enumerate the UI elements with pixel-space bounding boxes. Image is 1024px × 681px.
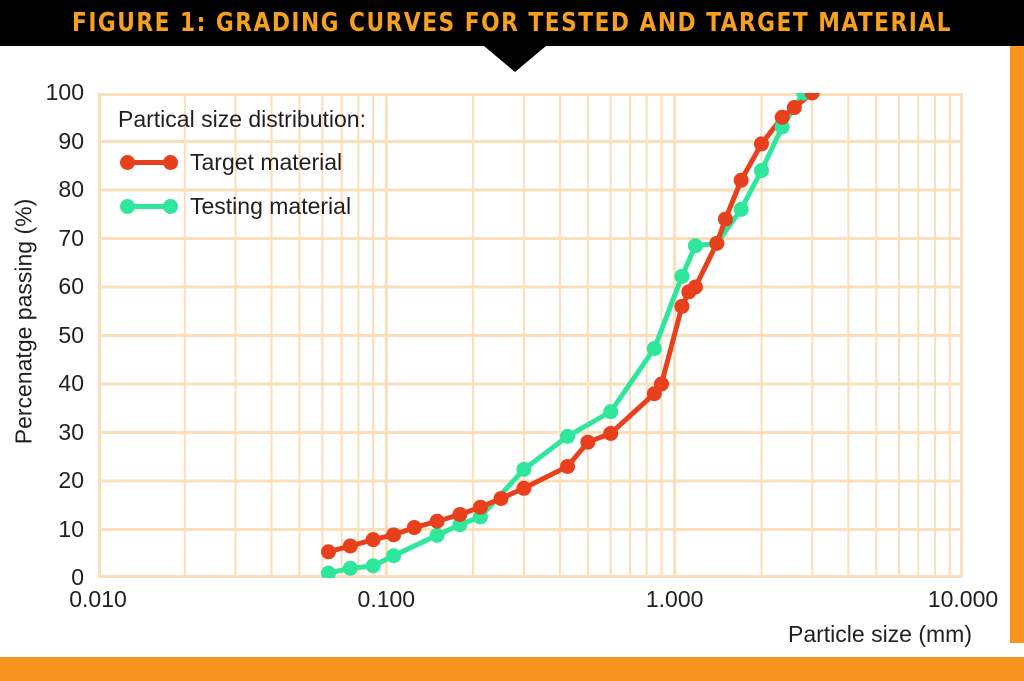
x-axis-tick-0.010: 0.010 <box>69 586 127 612</box>
y-axis-tick-40: 40 <box>58 370 84 396</box>
y-axis-tick-50: 50 <box>58 321 84 348</box>
grading-curves-plot <box>98 93 963 578</box>
x-axis-tick-10.000: 10.000 <box>927 586 999 612</box>
y-axis-tick-20: 20 <box>58 467 84 493</box>
y-axis-tick-60: 60 <box>58 273 84 299</box>
legend-title: Partical size distribution: <box>118 106 366 132</box>
y-axis-tick-80: 80 <box>58 176 84 202</box>
x-axis-label: Particle size (mm) <box>787 621 972 647</box>
accent-bar-bottom <box>0 657 1024 681</box>
accent-bar-right <box>1010 46 1024 643</box>
legend-marker-target-icon <box>118 150 180 174</box>
x-axis-tick-0.100: 0.100 <box>357 586 416 612</box>
legend-marker-testing-icon <box>118 194 180 218</box>
plot-area <box>98 93 963 578</box>
y-axis-tick-0: 0 <box>71 564 84 590</box>
legend-item-target: Target material <box>118 147 366 177</box>
y-axis-tick-90: 90 <box>58 127 84 154</box>
title-arrow-decoration <box>484 46 546 72</box>
chart-legend: Partical size distribution: Target mater… <box>118 106 366 235</box>
legend-item-testing: Testing material <box>118 191 366 221</box>
chart-container: Percenatge passing (%) Particle size (mm… <box>0 46 1010 648</box>
legend-label-target: Target material <box>190 148 343 175</box>
y-axis-tick-30: 30 <box>58 418 84 445</box>
figure-title-bar: FIGURE 1: GRADING CURVES FOR TESTED AND … <box>0 0 1024 46</box>
x-axis-tick-1.000: 1.000 <box>645 586 704 612</box>
y-axis-tick-100: 100 <box>45 79 84 105</box>
page-title: FIGURE 1: GRADING CURVES FOR TESTED AND … <box>71 8 953 38</box>
y-axis-tick-70: 70 <box>58 224 84 251</box>
legend-label-testing: Testing material <box>190 192 352 219</box>
y-axis-tick-10: 10 <box>58 515 84 542</box>
